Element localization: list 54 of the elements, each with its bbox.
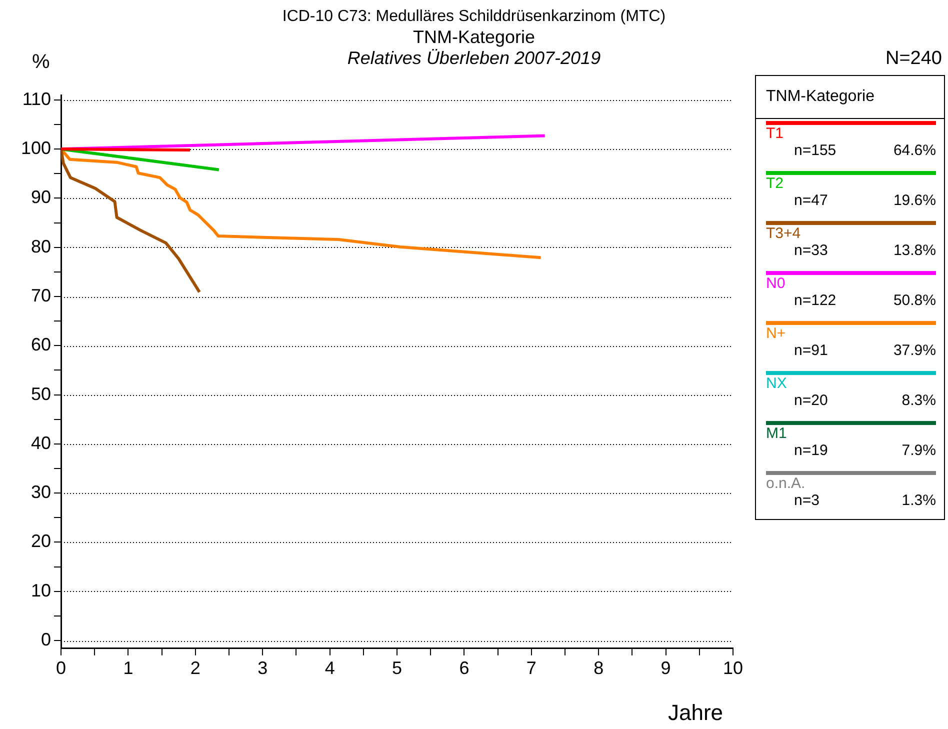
x-tick-label: 2	[190, 658, 200, 678]
x-tick-label: 6	[459, 658, 470, 678]
x-tick-label: 4	[324, 658, 335, 678]
legend-label: M1	[766, 425, 787, 442]
text: T1	[766, 125, 784, 142]
text: 1.3%	[902, 492, 936, 509]
legend-label: o.n.A.	[766, 475, 806, 492]
text: Relatives Überleben 2007-2019	[347, 48, 601, 68]
x-tick-label: 0	[56, 658, 66, 678]
x-tick-label: 8	[594, 658, 604, 678]
text: n=155	[794, 142, 836, 159]
chart-subtitle: TNM-Kategorie	[412, 27, 536, 48]
y-tick-label: 10	[31, 580, 52, 600]
y-tick-label: 30	[31, 482, 52, 502]
text: n=3	[794, 492, 820, 509]
text: n=122	[794, 292, 836, 309]
text: n=19	[794, 442, 828, 459]
y-tick-label: 90	[31, 187, 52, 208]
x-tick-label: 3	[258, 658, 268, 678]
text: 37.9%	[893, 342, 936, 359]
y-tick-label: 50	[31, 384, 52, 404]
text: 7.9%	[902, 442, 936, 459]
y-tick-label: 40	[31, 432, 52, 453]
text: n=47	[794, 192, 828, 209]
x-tick-label: 10	[722, 658, 744, 678]
text: n=91	[794, 342, 828, 359]
text: 19.6%	[893, 192, 936, 209]
text: N=240	[885, 48, 942, 70]
x-tick-label: 7	[526, 658, 536, 678]
y-tick-label: 100	[20, 138, 52, 158]
text: 13.8%	[893, 242, 936, 259]
y-tick-label: 20	[31, 531, 52, 552]
text: N+	[766, 325, 786, 342]
x-tick-label: 9	[660, 658, 671, 678]
y-axis-title: %	[32, 51, 50, 74]
text: n=33	[794, 242, 828, 259]
y-tick-label: 0	[41, 630, 52, 650]
text: 8.3%	[902, 392, 936, 409]
chart-title: ICD-10 C73: Medulläres Schilddrüsenkarzinom (MTC)	[281, 8, 667, 26]
text: n=20	[794, 392, 828, 409]
x-tick-label: 1	[123, 658, 134, 678]
text: N0	[766, 275, 786, 292]
x-axis-title: Jahre	[668, 700, 724, 726]
text: T3+4	[766, 225, 801, 242]
y-tick-label: 110	[22, 88, 52, 109]
x-tick-label: 5	[392, 658, 402, 678]
text: T2	[766, 175, 784, 192]
legend-title: TNM-Kategorie	[756, 76, 944, 119]
text: 64.6%	[893, 142, 936, 159]
y-tick-label: 70	[31, 285, 52, 306]
legend-label: NX	[766, 375, 787, 392]
y-tick-label: 60	[31, 334, 52, 355]
y-tick-label: 80	[31, 236, 52, 256]
text: 50.8%	[893, 292, 936, 309]
